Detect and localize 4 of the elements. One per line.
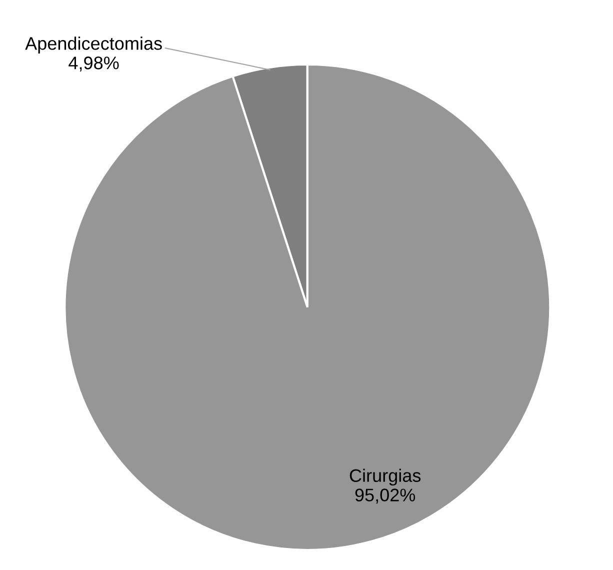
slice-label: Apendicectomias xyxy=(25,36,162,54)
data-label: 4,98% xyxy=(68,56,119,72)
data-label: 95,02% xyxy=(355,488,416,504)
slice-label: Cirurgias xyxy=(350,468,421,486)
